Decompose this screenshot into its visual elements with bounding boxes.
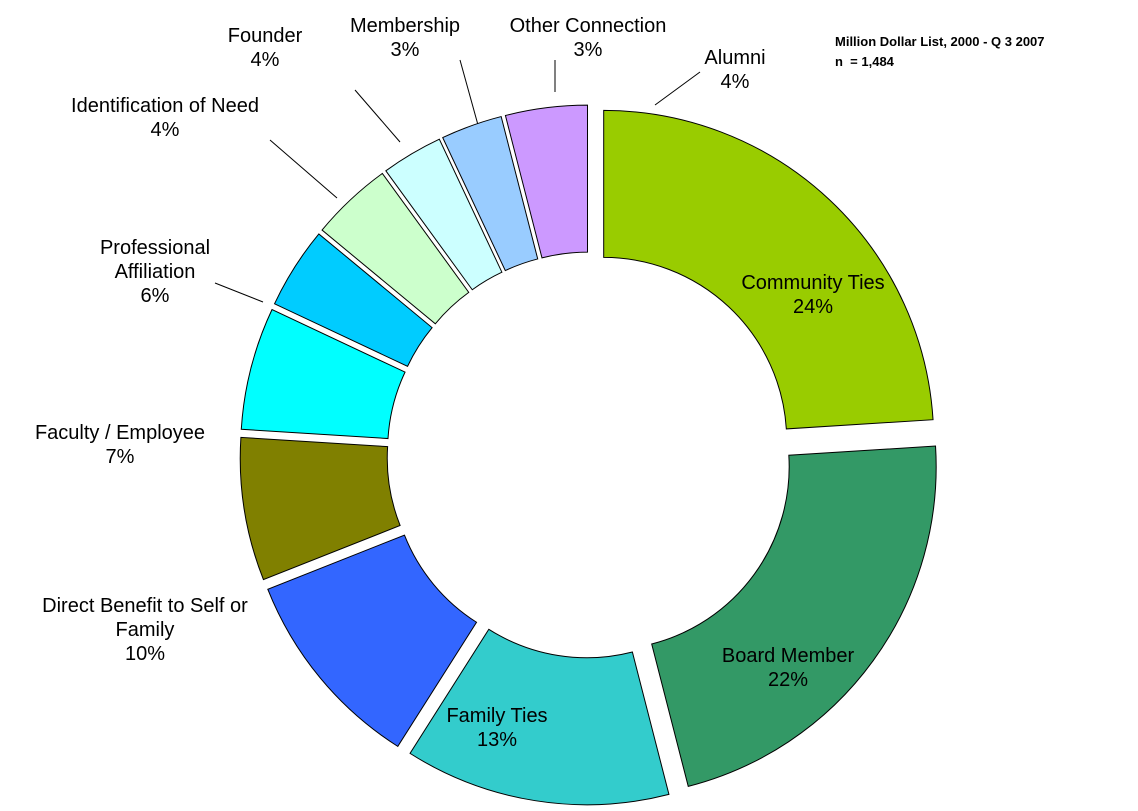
value-label: 22% <box>767 669 809 691</box>
slice <box>321 172 470 325</box>
slice-label: Community Ties 24% <box>713 271 913 319</box>
slice <box>240 308 406 440</box>
slice <box>239 436 401 581</box>
category-label: Professional Affiliation <box>99 237 211 283</box>
value-label: 10% <box>124 643 166 665</box>
slice <box>442 115 539 272</box>
slice-label: Board Member 22% <box>688 644 888 692</box>
value-label: 4% <box>150 119 180 141</box>
leader-line <box>214 282 264 303</box>
leader-line <box>269 139 338 199</box>
slice <box>409 628 670 806</box>
category-label: Faculty / Employee <box>34 422 206 444</box>
value-label: 4% <box>720 71 750 93</box>
category-label: Other Connection <box>509 15 667 37</box>
slice-label: Alumni 4% <box>675 46 795 94</box>
slice-label: Identification of Need 4% <box>70 94 260 142</box>
slice <box>651 445 937 787</box>
slice <box>603 109 934 430</box>
slice <box>273 233 433 368</box>
value-label: 3% <box>390 39 420 61</box>
leader-line <box>459 59 479 126</box>
category-label: Membership <box>349 15 461 37</box>
slice-label: Professional Affiliation 6% <box>75 236 235 308</box>
slice <box>267 534 478 748</box>
leader-line <box>654 71 701 106</box>
slice <box>504 104 588 259</box>
value-label: 7% <box>105 446 135 468</box>
value-label: 3% <box>573 39 603 61</box>
slice <box>385 138 503 291</box>
category-label: Founder <box>227 25 303 47</box>
chart-subtitle: n = 1,484 <box>835 54 894 69</box>
value-label: 6% <box>140 285 170 307</box>
category-label: Family Ties <box>446 705 548 727</box>
leader-line <box>354 89 401 143</box>
category-label: Direct Benefit to Self or Family <box>42 595 248 641</box>
value-label: 13% <box>476 729 518 751</box>
value-label: 24% <box>792 296 834 318</box>
category-label: Identification of Need <box>71 95 259 117</box>
slice-label: Family Ties 13% <box>397 704 597 752</box>
slice-label: Membership 3% <box>335 14 475 62</box>
chart-title: Million Dollar List, 2000 - Q 3 2007 <box>835 34 1045 49</box>
category-label: Community Ties <box>741 272 885 294</box>
category-label: Alumni <box>704 47 766 69</box>
slice-label: Founder 4% <box>205 24 325 72</box>
slice-label: Faculty / Employee 7% <box>0 421 240 469</box>
value-label: 4% <box>250 49 280 71</box>
slice-label: Other Connection 3% <box>488 14 688 62</box>
category-label: Board Member <box>721 645 855 667</box>
slice-label: Direct Benefit to Self or Family 10% <box>15 594 275 666</box>
